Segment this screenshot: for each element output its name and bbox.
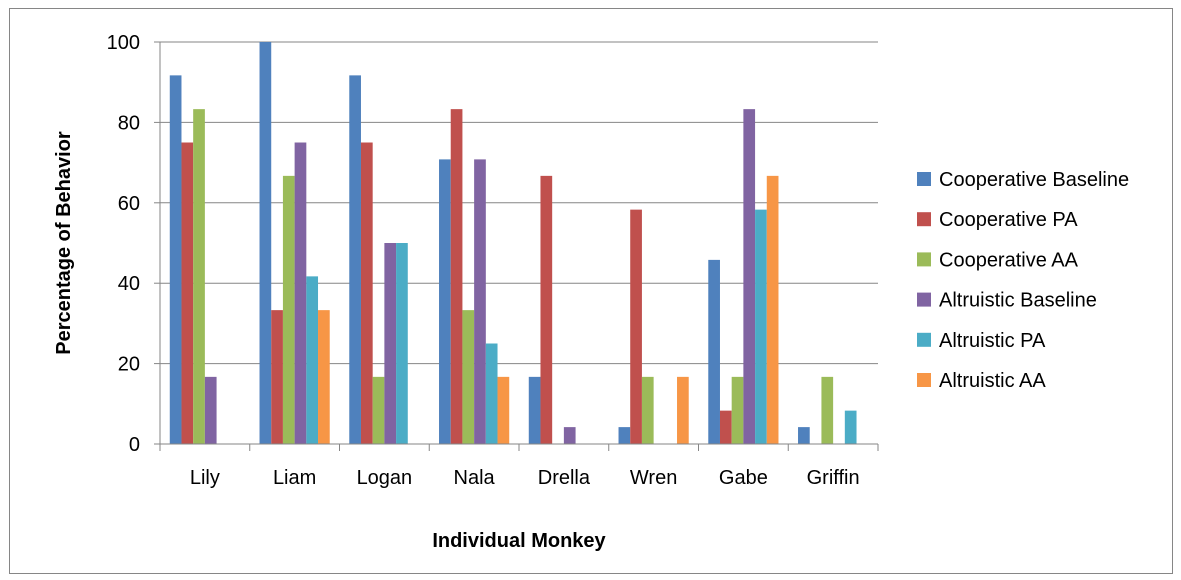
legend-label: Altruistic AA bbox=[939, 370, 1046, 392]
bar bbox=[204, 376, 217, 444]
x-tick-label: Logan bbox=[357, 467, 413, 489]
bar bbox=[528, 376, 541, 444]
y-tick-label: 80 bbox=[118, 112, 140, 134]
legend: Cooperative Baseline Cooperative PA Cooper… bbox=[917, 169, 1129, 392]
bar bbox=[282, 175, 295, 444]
legend-swatch bbox=[917, 373, 931, 387]
bar bbox=[798, 427, 810, 444]
x-tick-label: Lily bbox=[190, 467, 220, 489]
x-tick-label: Nala bbox=[454, 467, 496, 489]
y-tick-labels: 0 20 40 60 80 100 bbox=[107, 32, 140, 456]
bar bbox=[349, 75, 361, 444]
legend-label: Cooperative Baseline bbox=[939, 169, 1129, 191]
legend-label: Altruistic PA bbox=[939, 330, 1046, 352]
bar bbox=[259, 42, 272, 444]
legend-swatch bbox=[917, 172, 931, 186]
x-tick-label: Wren bbox=[630, 467, 677, 489]
bar bbox=[618, 427, 631, 444]
bar bbox=[766, 175, 779, 444]
legend-swatch bbox=[917, 212, 931, 227]
bars bbox=[169, 42, 857, 444]
legend-swatch bbox=[917, 252, 931, 267]
x-tick-label: Griffin bbox=[807, 467, 860, 489]
bar bbox=[462, 310, 475, 444]
x-tick-labels: Lily Liam Logan Nala Drella Wren Gabe Griffin bbox=[190, 467, 860, 489]
bar bbox=[193, 109, 205, 444]
bar bbox=[844, 410, 857, 444]
bar bbox=[641, 376, 654, 444]
bar bbox=[318, 310, 330, 444]
bar bbox=[485, 343, 498, 444]
bar bbox=[540, 175, 553, 444]
bar bbox=[396, 243, 408, 444]
bar bbox=[743, 109, 756, 444]
x-tick-label: Drella bbox=[538, 467, 591, 489]
bar bbox=[271, 310, 283, 444]
x-tick-label: Gabe bbox=[719, 467, 768, 489]
bar bbox=[821, 376, 834, 444]
bar bbox=[755, 209, 767, 444]
bar bbox=[360, 142, 373, 444]
y-tick-label: 100 bbox=[107, 32, 140, 54]
axes bbox=[154, 41, 879, 451]
bar bbox=[677, 376, 689, 444]
y-tick-label: 40 bbox=[118, 273, 140, 295]
legend-label: Cooperative PA bbox=[939, 209, 1078, 231]
y-axis-title: Percentage of Behavior bbox=[53, 131, 75, 355]
bar bbox=[474, 159, 486, 444]
bar bbox=[719, 410, 732, 444]
bar bbox=[708, 259, 720, 444]
x-tick-label: Liam bbox=[273, 467, 316, 489]
bar bbox=[450, 109, 463, 444]
bar bbox=[563, 427, 576, 444]
bar bbox=[731, 376, 744, 444]
y-tick-label: 60 bbox=[118, 193, 140, 215]
x-axis-title: Individual Monkey bbox=[432, 530, 606, 552]
legend-label: Altruistic Baseline bbox=[939, 290, 1097, 312]
bar bbox=[372, 376, 385, 444]
bar bbox=[169, 75, 182, 444]
bar bbox=[630, 209, 642, 444]
bar bbox=[384, 243, 397, 444]
bar bbox=[306, 276, 319, 444]
y-tick-label: 0 bbox=[129, 434, 140, 456]
bar bbox=[439, 159, 451, 444]
bar bbox=[294, 142, 307, 444]
bar bbox=[181, 142, 194, 444]
legend-swatch bbox=[917, 332, 931, 347]
bar bbox=[497, 376, 510, 444]
legend-swatch bbox=[917, 292, 931, 307]
y-tick-label: 20 bbox=[118, 354, 140, 376]
legend-label: Cooperative AA bbox=[939, 249, 1079, 271]
